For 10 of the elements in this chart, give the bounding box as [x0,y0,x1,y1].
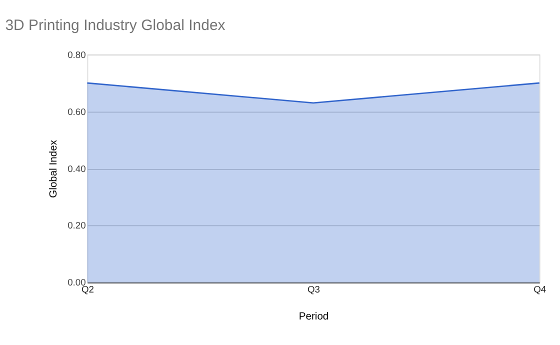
y-tick-label: 0.60 [68,106,86,117]
y-tick-label: 0.40 [68,164,86,174]
chart-title: 3D Printing Industry Global Index [5,17,226,34]
y-axis-title: Global Index [48,139,60,198]
y-tick-label: 0.20 [68,220,86,231]
x-tick-label: Q4 [534,284,546,294]
y-tick-label: 0.80 [68,50,86,60]
x-tick-label: Q2 [81,284,94,294]
x-tick-label: Q3 [308,284,320,294]
x-axis-title: Period [298,311,329,322]
